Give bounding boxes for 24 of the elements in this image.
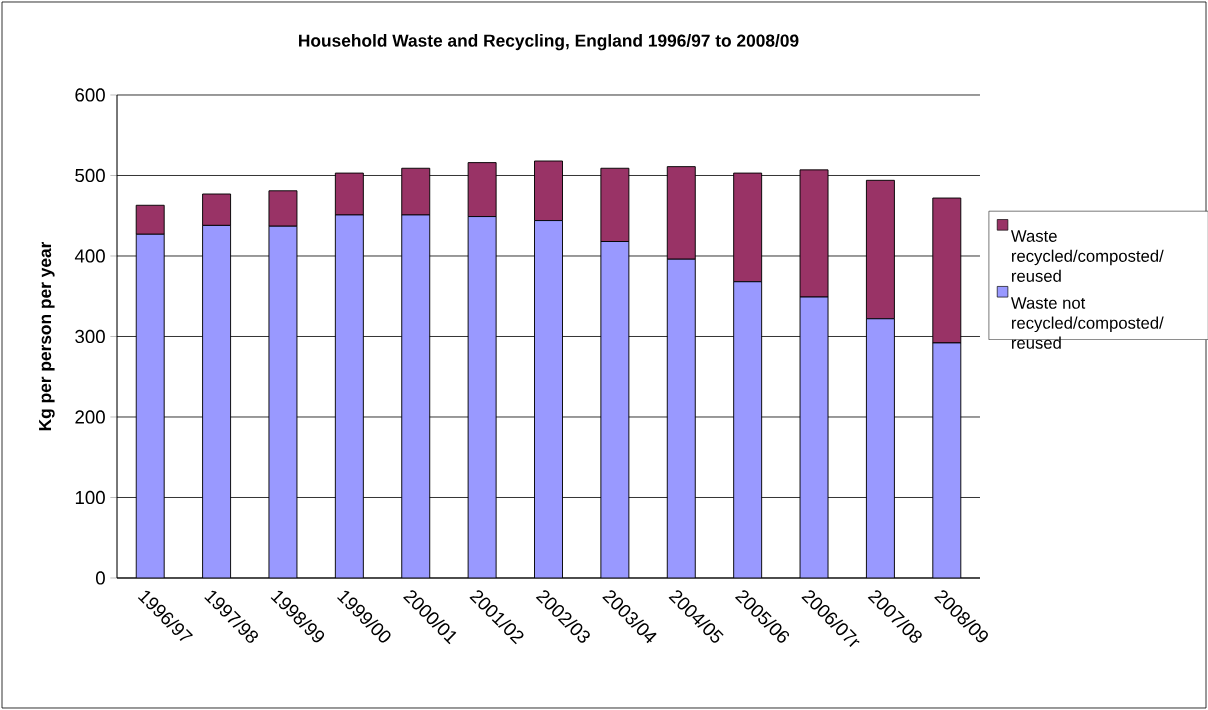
bar xyxy=(534,220,563,578)
bar xyxy=(932,342,962,578)
chart-title: Household Waste and Recycling, England 1996/97 to 2008/09 xyxy=(299,34,799,51)
bar xyxy=(799,296,829,578)
y-tick-label: 100 xyxy=(75,490,105,505)
bar xyxy=(135,233,165,578)
bar xyxy=(733,281,763,578)
bar xyxy=(334,214,364,578)
bar xyxy=(202,224,232,578)
y-tick-label: 500 xyxy=(75,168,105,183)
y-tick-label: 200 xyxy=(75,410,105,424)
bar xyxy=(268,225,298,578)
bar xyxy=(865,318,895,578)
bar xyxy=(666,258,696,578)
bar xyxy=(467,216,497,578)
y-tick-label: 600 xyxy=(75,88,105,102)
bar xyxy=(600,241,630,578)
y-axis-title: Kg per person per year xyxy=(39,241,55,431)
legend-label: Waste recycled/composted/ reused xyxy=(1010,230,1164,282)
y-tick-label: 0 xyxy=(95,571,105,585)
y-tick-label: 400 xyxy=(74,249,105,263)
bar xyxy=(401,214,431,578)
y-tick-label: 300 xyxy=(75,329,105,344)
legend-label: Waste not recycled/composted/ reused xyxy=(1010,297,1164,349)
